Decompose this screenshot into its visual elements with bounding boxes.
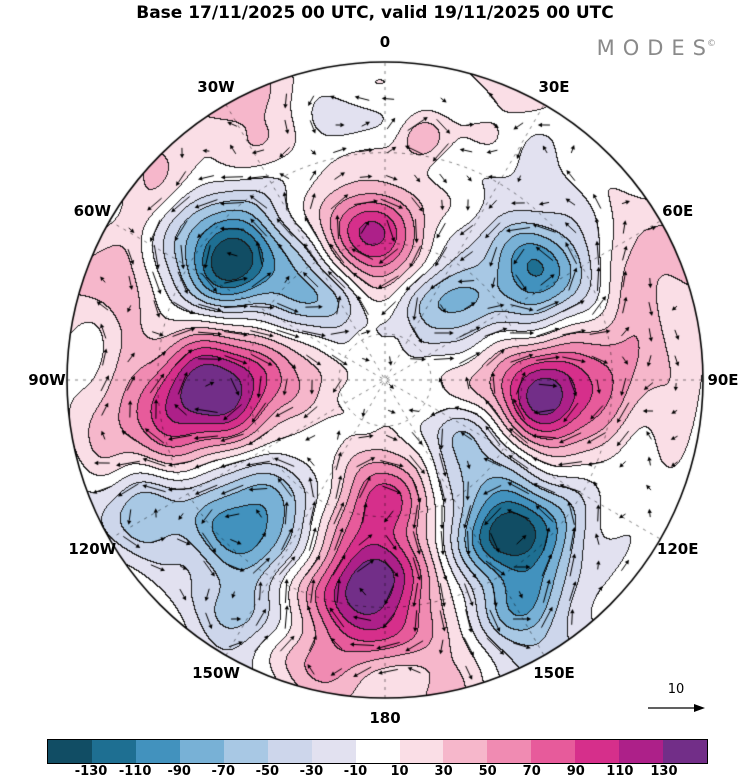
- colorbar-tick-70: 70: [522, 764, 541, 779]
- longitude-label-30E: 30E: [538, 78, 570, 97]
- colorbar-tick-90: 90: [566, 764, 585, 779]
- colorbar-segment-13: [619, 740, 664, 763]
- colorbar-segment-11: [531, 740, 576, 763]
- reference-vector-label: 10: [667, 682, 685, 697]
- colorbar-segment-4: [223, 740, 268, 763]
- colorbar-tick-30: 30: [434, 764, 453, 779]
- colorbar-segment-0: [48, 740, 92, 763]
- colorbar-tick-10: 10: [390, 764, 409, 779]
- colorbar-segment-6: [311, 740, 356, 763]
- colorbar-tick--10: -10: [343, 764, 368, 779]
- colorbar-segment-7: [355, 740, 400, 763]
- colorbar-segment-10: [487, 740, 532, 763]
- longitude-label-60E: 60E: [662, 202, 694, 220]
- longitude-label-150E: 150E: [533, 663, 575, 682]
- modes-logo-text: MODES: [596, 36, 714, 60]
- colorbar-segment-3: [179, 740, 224, 763]
- colorbar-tick--70: -70: [211, 764, 236, 779]
- reference-vector: 10: [645, 682, 707, 718]
- colorbar-tick--90: -90: [167, 764, 191, 779]
- colorbar-tick--50: -50: [255, 764, 280, 779]
- longitude-label-90E: 90E: [707, 371, 739, 389]
- longitude-label-120E: 120E: [656, 540, 699, 558]
- colorbar-tick-50: 50: [478, 764, 497, 779]
- colorbar-tick--110: -110: [118, 764, 152, 779]
- colorbar-tick-130: 130: [650, 764, 678, 779]
- longitude-label-60W: 60W: [73, 202, 111, 220]
- colorbar-segment-8: [399, 740, 444, 763]
- colorbar-segment-2: [135, 740, 180, 763]
- modes-logo: MODES©: [597, 36, 716, 60]
- longitude-label-150W: 150W: [192, 663, 240, 682]
- longitude-label-90W: 90W: [28, 371, 66, 389]
- copyright-icon: ©: [707, 39, 716, 49]
- longitude-label-120W: 120W: [68, 540, 117, 558]
- colorbar-segment-5: [267, 740, 312, 763]
- polar-map-canvas: [65, 60, 705, 700]
- colorbar-segment-1: [91, 740, 136, 763]
- colorbar-tick--130: -130: [74, 764, 108, 779]
- chart-title: Base 17/11/2025 00 UTC, valid 19/11/2025…: [136, 3, 614, 23]
- colorbar-segment-12: [575, 740, 620, 763]
- colorbar-segment-14: [663, 740, 708, 763]
- reference-arrow-icon: [648, 704, 705, 712]
- longitude-label-180: 180: [369, 709, 401, 727]
- colorbar: [47, 739, 708, 764]
- longitude-label-30W: 30W: [197, 78, 235, 97]
- colorbar-segment-9: [443, 740, 488, 763]
- colorbar-tick-110: 110: [606, 764, 634, 779]
- longitude-label-0: 0: [379, 33, 391, 51]
- colorbar-tick--30: -30: [299, 764, 324, 779]
